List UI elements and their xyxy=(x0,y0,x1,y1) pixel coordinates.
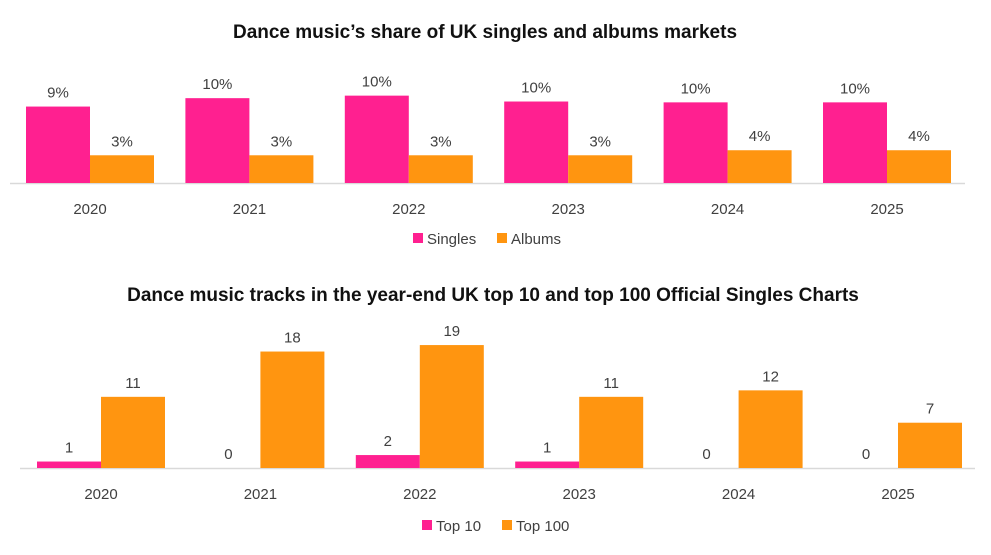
data-label-singles-2023: 10% xyxy=(521,80,551,97)
data-label-singles-2025: 10% xyxy=(840,80,870,97)
bar-albums-2021 xyxy=(249,155,314,183)
legend-label-singles: Singles xyxy=(427,231,476,248)
data-label-albums-2025: 4% xyxy=(908,128,930,145)
x-tick-label-2024: 2024 xyxy=(722,486,755,503)
chart-1-title: Dance music’s share of UK singles and al… xyxy=(233,22,737,43)
data-label-singles-2022: 10% xyxy=(362,74,392,91)
bar-albums-2025 xyxy=(887,150,951,183)
data-label-top100-2024: 12 xyxy=(762,368,779,385)
data-label-albums-2023: 3% xyxy=(589,133,611,150)
bar-top100-2023 xyxy=(579,396,644,468)
legend-label-top10: Top 10 xyxy=(436,518,481,535)
legend-swatch-singles xyxy=(413,233,423,243)
data-label-albums-2020: 3% xyxy=(111,133,133,150)
bar-singles-2021 xyxy=(185,98,250,183)
data-label-singles-2021: 10% xyxy=(202,76,232,93)
bar-singles-2025 xyxy=(823,102,887,183)
bar-top10-2023 xyxy=(515,461,580,468)
data-label-top10-2023: 1 xyxy=(543,440,551,457)
bar-singles-2024 xyxy=(663,102,728,183)
legend-label-albums: Albums xyxy=(511,231,561,248)
data-label-albums-2022: 3% xyxy=(430,133,452,150)
legend-swatch-top100 xyxy=(502,520,512,530)
bar-top100-2022 xyxy=(419,345,484,468)
legend-label-top100: Top 100 xyxy=(516,518,569,535)
x-tick-label-2021: 2021 xyxy=(244,486,277,503)
x-tick-label-2023: 2023 xyxy=(563,486,596,503)
x-tick-label-2020: 2020 xyxy=(84,486,117,503)
x-tick-label-2021: 2021 xyxy=(233,201,266,218)
data-label-top10-2025: 0 xyxy=(862,446,870,463)
x-tick-label-2023: 2023 xyxy=(552,201,585,218)
bar-top100-2020 xyxy=(101,396,165,468)
legend-swatch-top10 xyxy=(422,520,432,530)
bar-albums-2020 xyxy=(90,155,154,183)
x-tick-label-2022: 2022 xyxy=(403,486,436,503)
chart-1-plot: 9% 3% 2020 10% 3% 2021 10% 3% 2022 10% 3% 2023 10% 4%… xyxy=(10,74,965,218)
data-label-singles-2020: 9% xyxy=(47,85,69,102)
x-tick-label-2024: 2024 xyxy=(711,201,744,218)
chart-2-plot: 1112020018202121920221112023012202407202… xyxy=(20,323,975,503)
data-label-top100-2023: 11 xyxy=(603,375,619,392)
bar-top10-2020 xyxy=(37,461,101,468)
data-label-albums-2024: 4% xyxy=(749,128,771,145)
data-label-top100-2021: 18 xyxy=(284,330,301,347)
data-label-top10-2022: 2 xyxy=(384,433,392,450)
data-label-top10-2024: 0 xyxy=(702,446,710,463)
bar-top100-2024 xyxy=(738,390,803,468)
chart-2-title: Dance music tracks in the year-end UK to… xyxy=(127,285,859,306)
bar-albums-2024 xyxy=(727,150,792,183)
bar-albums-2023 xyxy=(568,155,633,183)
x-tick-label-2022: 2022 xyxy=(392,201,425,218)
data-label-top100-2025: 7 xyxy=(926,401,934,418)
bar-top100-2025 xyxy=(898,422,962,468)
x-tick-label-2025: 2025 xyxy=(870,201,903,218)
legend-swatch-albums xyxy=(497,233,507,243)
x-tick-label-2025: 2025 xyxy=(881,486,914,503)
bar-singles-2023 xyxy=(504,101,569,183)
chart-1-legend: Singles Albums xyxy=(413,231,561,248)
data-label-top100-2022: 19 xyxy=(443,323,460,340)
bar-albums-2022 xyxy=(408,155,473,183)
data-label-singles-2024: 10% xyxy=(681,80,711,97)
bar-top10-2022 xyxy=(355,455,420,468)
bar-singles-2020 xyxy=(26,106,90,183)
data-label-top10-2020: 1 xyxy=(65,440,73,457)
bar-singles-2022 xyxy=(344,95,409,183)
data-label-albums-2021: 3% xyxy=(271,133,293,150)
chart-2-legend: Top 10 Top 100 xyxy=(422,518,569,535)
x-tick-label-2020: 2020 xyxy=(73,201,106,218)
data-label-top10-2021: 0 xyxy=(224,446,232,463)
bar-top100-2021 xyxy=(260,351,325,468)
data-label-top100-2020: 11 xyxy=(125,375,141,392)
